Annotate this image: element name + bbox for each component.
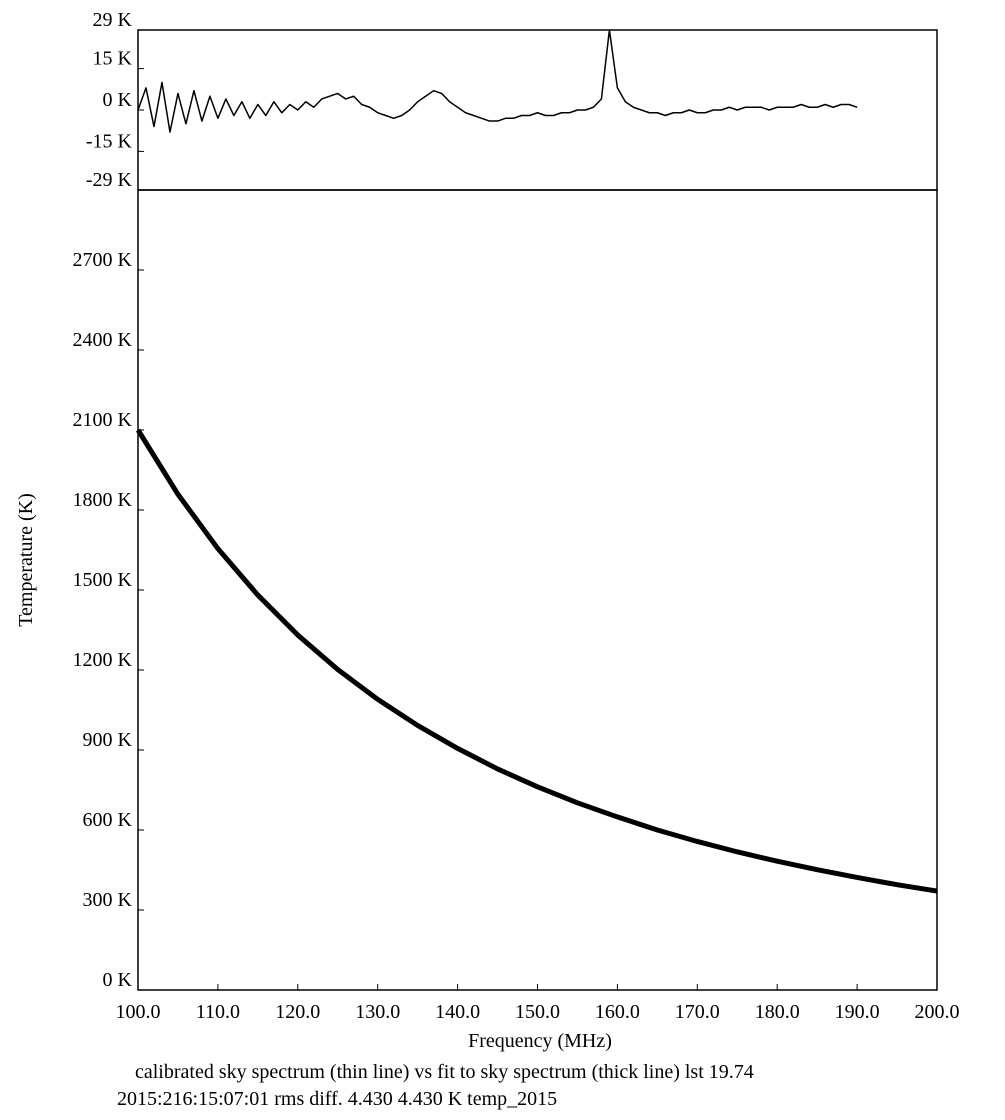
y-tick-label: 2100 K	[73, 409, 133, 431]
data-line	[135, 428, 938, 894]
y-tick-label: 29 K	[93, 9, 133, 31]
x-tick-label: 190.0	[835, 1001, 880, 1023]
y-tick-label: -15 K	[86, 130, 133, 152]
x-tick-label: 180.0	[755, 1001, 800, 1023]
y-tick-label: 600 K	[83, 809, 133, 831]
y-tick-label: 300 K	[83, 889, 133, 911]
x-tick-label: 160.0	[595, 1001, 640, 1023]
x-axis-label: Frequency (MHz)	[468, 1030, 612, 1052]
y-tick-label: 0 K	[103, 969, 133, 991]
y-tick-label: 0 K	[103, 89, 133, 111]
data-line	[137, 29, 858, 133]
note: calibrated sky spectrum (thin line) vs f…	[135, 1061, 754, 1083]
y-axis-label: Temperature (K)	[15, 493, 37, 627]
x-tick-label: 140.0	[435, 1001, 480, 1023]
x-tick-label: 130.0	[355, 1001, 400, 1023]
x-tick-label: 120.0	[275, 1001, 320, 1023]
y-tick-label: 1800 K	[73, 489, 133, 511]
x-tick-label: 170.0	[675, 1001, 720, 1023]
plot-frame	[137, 29, 938, 191]
y-tick-label: 1500 K	[73, 569, 133, 591]
y-tick-label: 900 K	[83, 729, 133, 751]
x-tick-label: 110.0	[196, 1001, 240, 1023]
x-tick-label: 200.0	[915, 1001, 960, 1023]
y-tick-label: 15 K	[93, 48, 133, 70]
x-tick-label: 150.0	[515, 1001, 560, 1023]
x-tick-label: 100.0	[116, 1001, 161, 1023]
y-tick-label: 2400 K	[73, 329, 133, 351]
y-tick-label: -29 K	[86, 169, 133, 191]
note: 2015:216:15:07:01 rms diff. 4.430 4.430 …	[117, 1088, 557, 1110]
y-tick-label: 2700 K	[73, 249, 133, 271]
y-tick-label: 1200 K	[73, 649, 133, 671]
